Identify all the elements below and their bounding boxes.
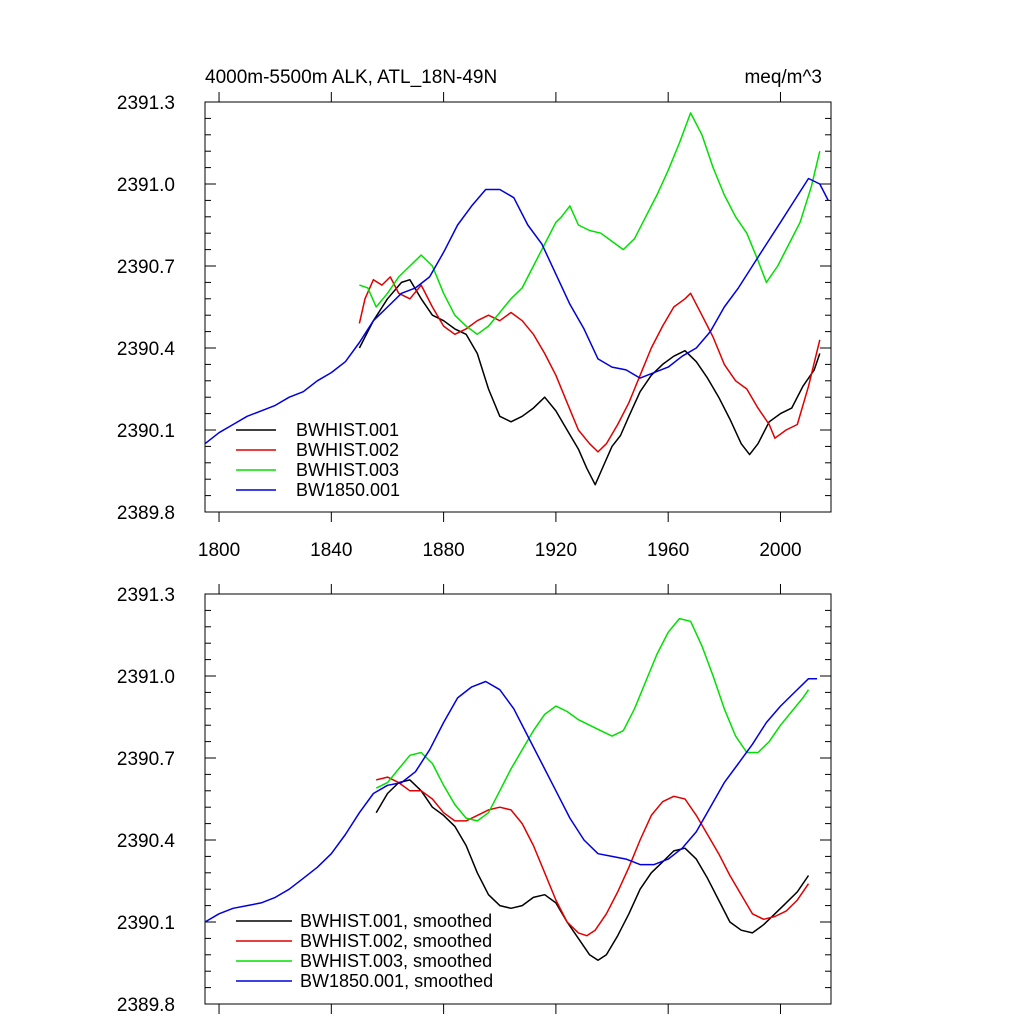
y-tick-label: 2389.8: [117, 503, 175, 524]
legend-label: BW1850.001: [296, 480, 400, 500]
legend-label: BWHIST.002, smoothed: [300, 931, 492, 951]
y-tick-label: 2390.7: [117, 749, 175, 770]
y-tick-label: 2391.0: [117, 175, 175, 196]
series-line-bwhist-001: [358, 278, 821, 486]
y-tick-label: 2391.3: [117, 93, 175, 114]
legend-label: BWHIST.003: [296, 460, 399, 480]
series-line-bw1850-001: [204, 177, 829, 445]
chart-title-left: 4000m-5500m ALK, ATL_18N-49N: [205, 67, 497, 88]
legend-label: BWHIST.002: [296, 440, 399, 460]
axis-ticks-bottom: 2389.8 2390.1 2390.4 2390.7 2391.0 2391.3: [117, 584, 831, 1016]
chart-title-right: meq/m^3: [744, 67, 822, 88]
series-group-bottom: [204, 617, 817, 962]
y-tick-label: 2390.7: [117, 257, 175, 278]
x-tick-label: 1880: [422, 540, 464, 561]
x-tick-label: 1960: [647, 540, 689, 561]
series-line-bw1850-001: [204, 677, 817, 923]
x-tick-label: 1840: [310, 540, 352, 561]
legend-label: BWHIST.001, smoothed: [300, 911, 492, 931]
y-tick-label: 2389.8: [117, 995, 175, 1016]
plot-frame-bottom: [204, 593, 832, 1005]
axis-ticks-top: 2389.8 2390.1 2390.4 2390.7 2391.0 2391.3 1800…: [117, 92, 831, 561]
plot-frame-top: [204, 101, 832, 513]
chart-panel-top: 4000m-5500m ALK, ATL_18N-49N meq/m^3 238…: [117, 67, 832, 561]
y-tick-label: 2390.1: [117, 913, 175, 934]
x-tick-label: 2000: [759, 540, 801, 561]
legend-label: BWHIST.003, smoothed: [300, 951, 492, 971]
series-line-bwhist-003: [375, 617, 810, 822]
series-line-bwhist-002: [358, 276, 821, 453]
series-line-bwhist-003: [359, 112, 821, 336]
y-tick-label: 2390.4: [117, 339, 176, 360]
legend-label: BWHIST.001: [296, 420, 399, 440]
y-tick-label: 2391.3: [117, 585, 175, 606]
y-tick-label: 2390.1: [117, 421, 175, 442]
series-group-top: [204, 112, 829, 486]
x-tick-label: 1800: [198, 540, 240, 561]
x-tick-label: 1920: [535, 540, 577, 561]
series-line-bwhist-001: [375, 779, 810, 962]
y-tick-label: 2391.0: [117, 667, 175, 688]
chart-panel-bottom: 2389.8 2390.1 2390.4 2390.7 2391.0 2391.3 BWH…: [117, 584, 832, 1016]
legend-label: BW1850.001, smoothed: [300, 971, 493, 991]
series-line-bwhist-002: [376, 776, 810, 937]
y-tick-label: 2390.4: [117, 831, 176, 852]
